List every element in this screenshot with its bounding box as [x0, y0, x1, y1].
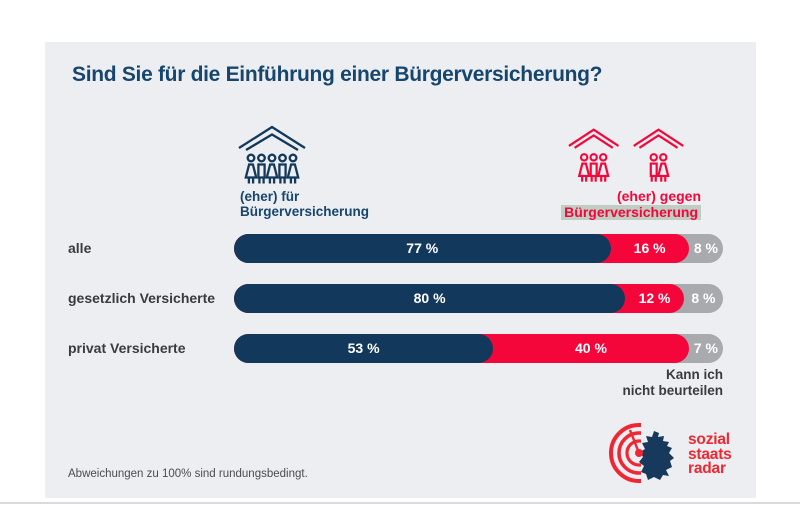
chart-title: Sind Sie für die Einführung einer Bürger…: [72, 63, 603, 86]
legend-contra-line2-highlighted: Bürgerversicherung: [561, 204, 701, 220]
bar-segment-pro: [234, 234, 611, 263]
undecided-note: Kann ich nicht beurteilen: [622, 367, 723, 399]
stacked-bar: 77 % 16 % 8 %: [234, 234, 723, 263]
legend-pro-line2: Bürgerversicherung: [240, 204, 370, 219]
bar-value-pro: 80 %: [413, 290, 446, 306]
bottom-divider: [0, 502, 800, 504]
bar-value-undecided: 8 %: [691, 290, 716, 306]
legend-pro-line1: (eher) für: [240, 189, 300, 204]
logo-line3: radar: [688, 460, 726, 478]
chart-row: alle 77 % 16 % 8 %: [45, 234, 756, 263]
sozialstaatsradar-logo: sozial staats radar: [605, 423, 732, 487]
bar-value-pro: 53 %: [347, 340, 380, 356]
bar-value-pro: 77 %: [406, 240, 439, 256]
chart-card: Sind Sie für die Einführung einer Bürger…: [45, 42, 756, 498]
bar-segment-pro: [234, 284, 626, 313]
footnote: Abweichungen zu 100% sind rundungsbeding…: [68, 468, 308, 480]
legend-pro-label: (eher) für Bürgerversicherung: [240, 189, 369, 219]
legend-contra-label: (eher) gegen Bürgerversicherung: [561, 188, 701, 220]
bar-segment-pro: [234, 334, 494, 363]
bar-value-contra: 40 %: [574, 340, 607, 356]
stacked-bar: 53 % 40 % 7 %: [234, 334, 723, 363]
undecided-line2: nicht beurteilen: [622, 383, 723, 398]
chart-row: gesetzlich Versicherte 80 % 12 % 8 %: [45, 284, 756, 313]
row-category-label: alle: [68, 240, 92, 256]
undecided-line1: Kann ich: [665, 367, 723, 382]
bar-value-contra: 16 %: [633, 240, 666, 256]
radar-germany-icon: [609, 423, 674, 483]
logo-line2: staats: [688, 445, 732, 463]
row-category-label: gesetzlich Versicherte: [68, 290, 216, 306]
logo-line1: sozial: [688, 431, 730, 449]
house-people-pro-icon: [238, 125, 306, 184]
germany-map-silhouette: [639, 431, 674, 480]
legend-contra-line1: (eher) gegen: [616, 188, 701, 204]
chart-row: privat Versicherte 53 % 40 % 7 %: [45, 334, 756, 363]
house-people-contra-icons: [568, 128, 684, 182]
stacked-bar: 80 % 12 % 8 %: [234, 284, 723, 313]
row-category-label: privat Versicherte: [68, 340, 186, 356]
bar-value-contra: 12 %: [638, 290, 671, 306]
bar-value-undecided: 7 %: [693, 340, 718, 356]
bar-value-undecided: 8 %: [693, 240, 718, 256]
logo-wordmark: sozial staats radar: [688, 431, 732, 478]
